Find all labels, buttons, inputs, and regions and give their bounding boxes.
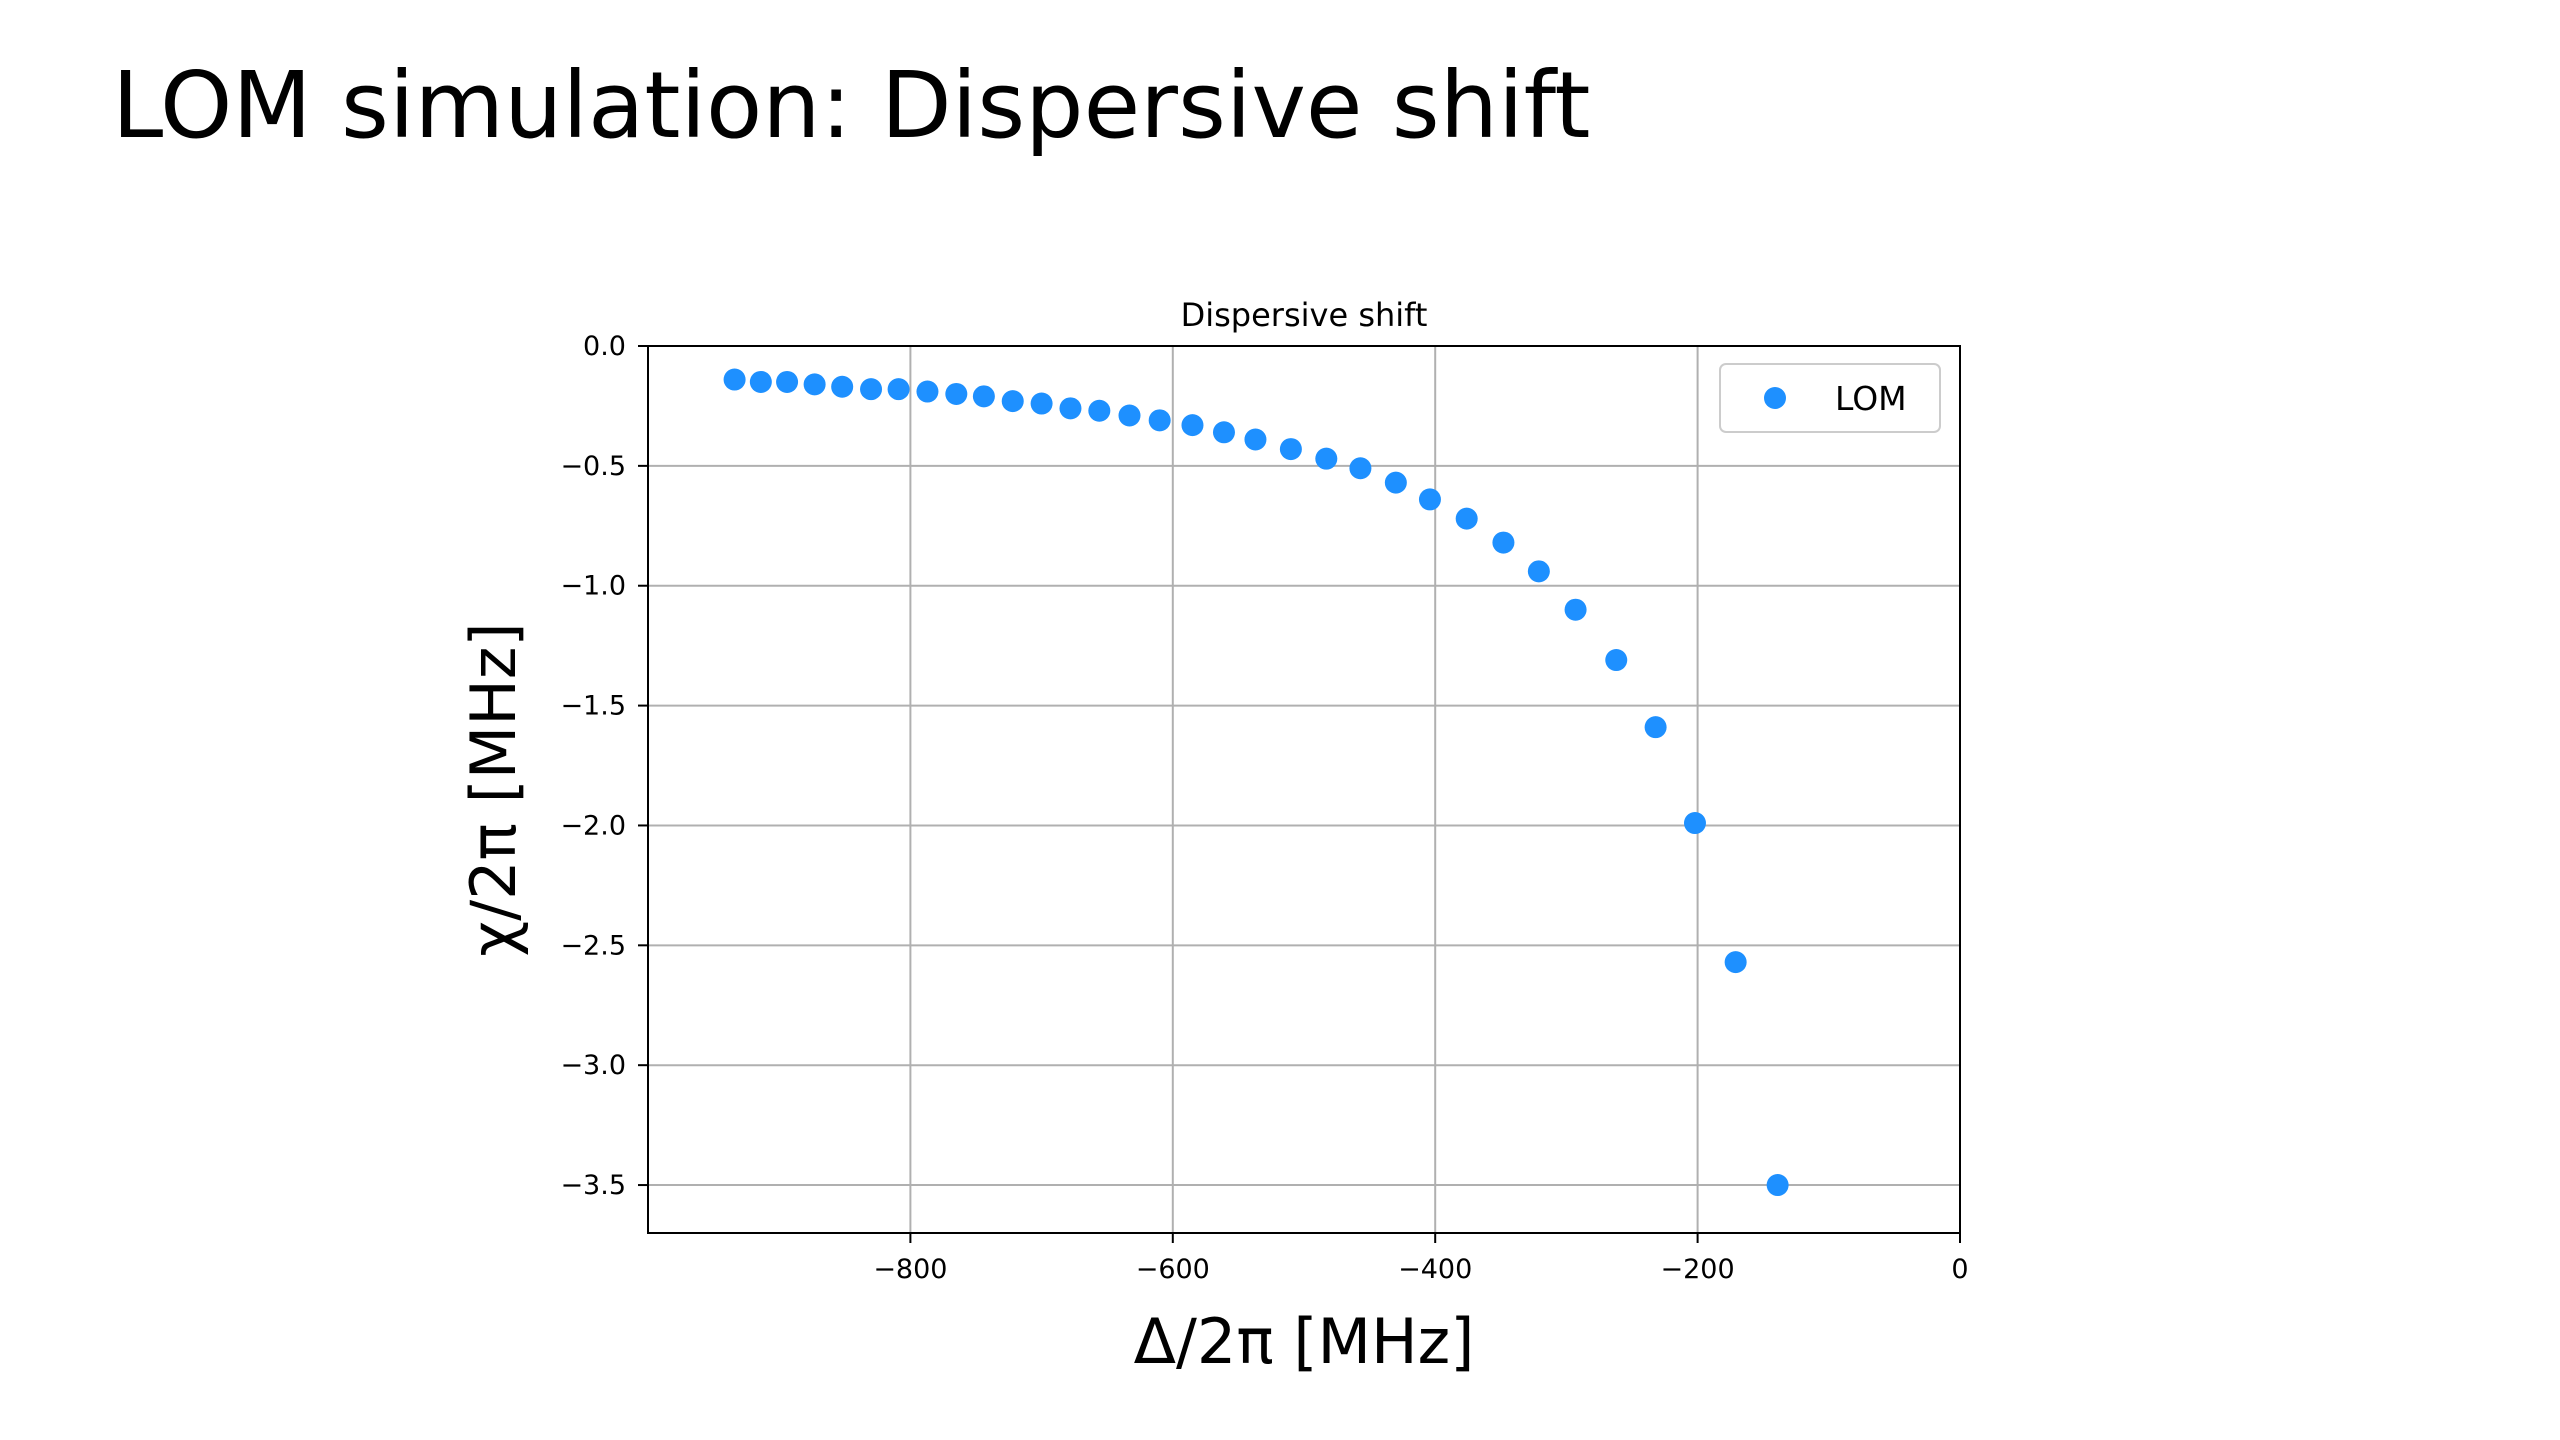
data-point (1244, 428, 1267, 451)
data-point (1766, 1174, 1789, 1197)
data-point (887, 378, 910, 401)
x-tick-label: −600 (1136, 1254, 1210, 1285)
data-point (1315, 447, 1338, 470)
data-point (1724, 951, 1747, 974)
y-tick-label: −2.0 (560, 810, 626, 841)
data-point (1148, 409, 1171, 432)
data-point (1088, 399, 1111, 422)
data-point (1384, 471, 1407, 494)
data-point (1605, 649, 1628, 672)
data-point (916, 380, 939, 403)
data-point (1118, 404, 1141, 427)
y-tick-label: −3.0 (560, 1050, 626, 1081)
x-tick-label: −400 (1398, 1254, 1472, 1285)
y-tick-label: −1.0 (560, 571, 626, 602)
y-axis-label: χ/2π [MHz] (457, 622, 530, 956)
data-point (1059, 397, 1082, 420)
x-axis-label: Δ/2π [MHz] (1134, 1305, 1475, 1378)
data-point (1683, 812, 1706, 835)
data-point (1564, 598, 1587, 621)
x-axis-ticks: −800 −600 −400 −200 0 (873, 1233, 1969, 1285)
data-point (1001, 390, 1024, 413)
data-point (831, 375, 854, 398)
plot-frame (647, 345, 1961, 1234)
data-point (1644, 716, 1667, 739)
y-tick-label: 0.0 (583, 331, 626, 362)
x-tick-label: −800 (873, 1254, 947, 1285)
y-tick-label: −1.5 (560, 691, 626, 722)
data-point (1349, 457, 1372, 480)
legend-label-lom: LOM (1835, 379, 1907, 418)
data-point (1418, 488, 1441, 511)
data-point (776, 370, 799, 393)
chart-title: Dispersive shift (1181, 296, 1428, 334)
data-point (1492, 531, 1515, 554)
data-point (723, 368, 746, 391)
x-tick-label: −200 (1661, 1254, 1735, 1285)
data-point (945, 382, 968, 405)
data-point (972, 385, 995, 408)
data-point (1212, 421, 1235, 444)
slide-title: LOM simulation: Dispersive shift (112, 52, 1591, 159)
legend: LOM (1719, 363, 1941, 433)
legend-box (1719, 363, 1941, 433)
y-axis-ticks: 0.0 −0.5 −1.0 −1.5 −2.0 −2.5 −3.0 −3.5 (560, 331, 648, 1201)
grid (648, 345, 1961, 1233)
data-point (803, 373, 826, 396)
data-point (1279, 438, 1302, 461)
y-tick-label: −3.5 (560, 1170, 626, 1201)
data-point (1181, 414, 1204, 437)
legend-marker-lom (1764, 387, 1786, 409)
y-tick-label: −0.5 (560, 451, 626, 482)
data-point (860, 378, 883, 401)
data-point (1455, 507, 1478, 530)
data-point (1030, 392, 1053, 415)
y-tick-label: −2.5 (560, 930, 626, 961)
data-point (749, 370, 772, 393)
data-points (723, 368, 1789, 1197)
x-tick-label: 0 (1951, 1254, 1968, 1285)
data-point (1527, 560, 1550, 583)
